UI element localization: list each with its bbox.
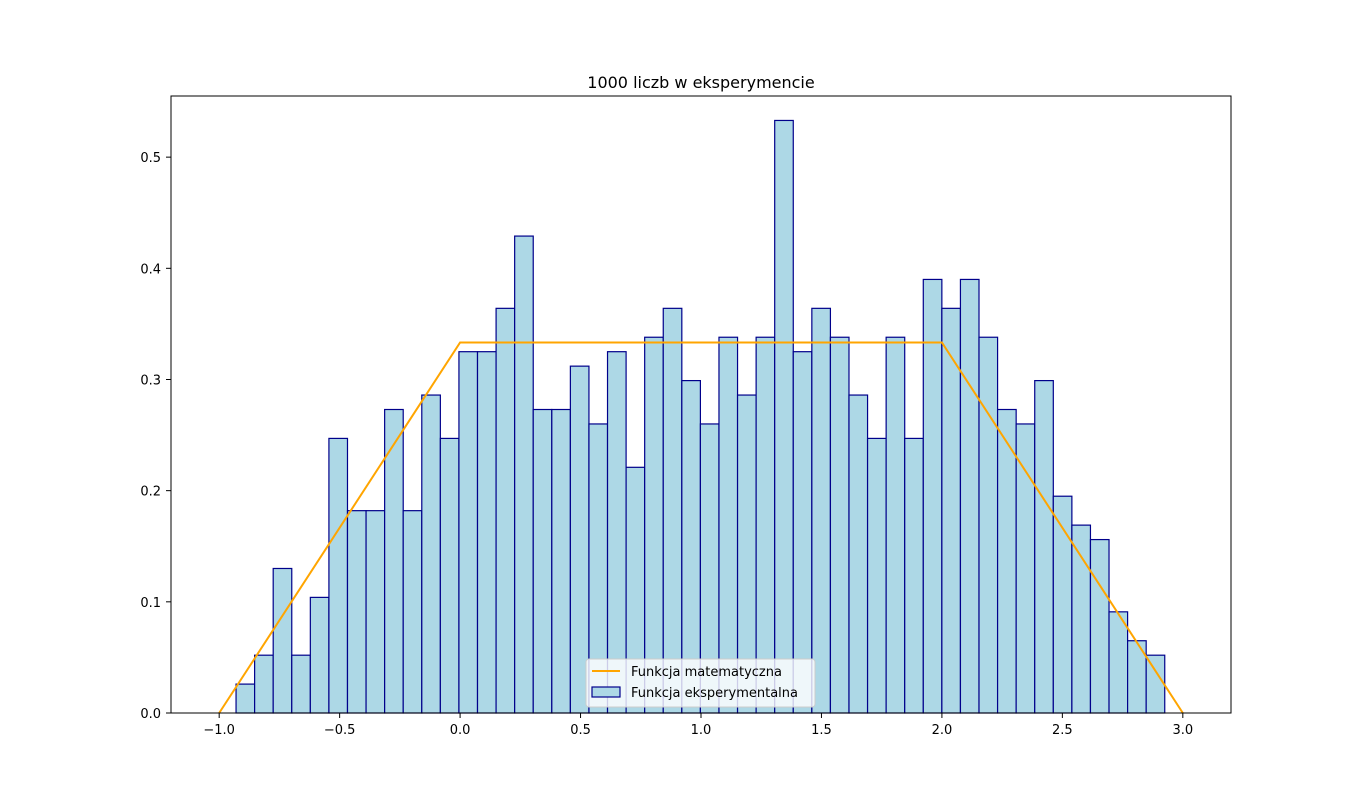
y-tick-label: 0.3	[140, 373, 161, 388]
histogram-bar	[365, 510, 386, 714]
x-tick-label: 1.5	[811, 723, 832, 738]
histogram-bar	[1071, 524, 1092, 714]
legend: Funkcja matematyczna Funkcja eksperymenta…	[585, 658, 816, 708]
y-tick-label: 0.5	[140, 151, 161, 166]
histogram-bar	[1089, 538, 1110, 714]
histogram-bar	[866, 437, 887, 714]
histogram-bar	[774, 119, 794, 714]
histogram-bar	[254, 654, 274, 714]
histogram-bar	[402, 510, 423, 714]
histogram-bar	[718, 336, 739, 714]
histogram-bar	[514, 235, 534, 714]
histogram-bar	[959, 278, 980, 714]
y-tick-label: 0.0	[140, 707, 161, 722]
math-function-polyline	[218, 341, 1184, 714]
histogram-bar	[904, 437, 924, 714]
histogram-bar	[551, 408, 571, 714]
x-tick-label: 0.0	[450, 723, 471, 738]
legend-bar-swatch	[591, 686, 621, 698]
legend-box	[585, 658, 816, 708]
histogram-bar	[346, 510, 367, 714]
y-tick-label: 0.1	[140, 596, 161, 611]
legend-label-bars: Funkcja eksperymentalna	[631, 686, 798, 701]
chart-title: 1000 liczb w eksperymencie	[587, 73, 814, 92]
histogram-bar	[495, 307, 516, 714]
histogram-bar	[532, 408, 553, 714]
histogram-bar	[458, 351, 479, 714]
x-tick-label: −1.0	[203, 723, 235, 738]
histogram-bar	[328, 437, 349, 714]
histogram-bar	[439, 437, 460, 714]
histogram-bar	[644, 336, 664, 714]
histogram-bar	[235, 683, 256, 714]
histogram-bar	[291, 654, 311, 714]
histogram-bar	[941, 307, 962, 714]
x-tick-label: 1.0	[691, 723, 712, 738]
histogram-bar	[1108, 611, 1129, 714]
histogram-bar	[978, 336, 999, 714]
y-tick-label: 0.4	[140, 262, 161, 277]
histogram-bar	[309, 596, 330, 714]
histogram-bar	[996, 408, 1017, 714]
histogram-bar	[272, 567, 293, 714]
histogram-bars	[235, 119, 1166, 714]
histogram-bar	[829, 336, 850, 714]
x-tick-label: 2.0	[932, 723, 953, 738]
x-tick-label: −0.5	[324, 723, 356, 738]
histogram-bar	[421, 394, 441, 714]
x-tick-label: 2.5	[1052, 723, 1073, 738]
histogram-bar	[811, 307, 832, 714]
math-function-line	[218, 341, 1184, 714]
y-axis: 0.0 0.1 0.2 0.3 0.4 0.5	[140, 151, 171, 722]
histogram-bar	[885, 336, 906, 714]
histogram-bar	[1034, 379, 1054, 714]
histogram-bar	[476, 351, 497, 714]
histogram-bar	[662, 307, 683, 714]
x-tick-label: 0.5	[570, 723, 591, 738]
histogram-bar	[848, 394, 869, 714]
histogram-bar	[755, 336, 776, 714]
x-tick-label: 3.0	[1172, 723, 1193, 738]
histogram-bar	[1015, 423, 1036, 714]
histogram-bar	[1145, 654, 1166, 714]
y-tick-label: 0.2	[140, 485, 161, 500]
histogram-bar	[922, 278, 943, 714]
x-axis: −1.0 −0.5 0.0 0.5 1.0 1.5 2.0 2.5 3.0	[203, 713, 1193, 738]
legend-label-line: Funkcja matematyczna	[631, 665, 782, 680]
